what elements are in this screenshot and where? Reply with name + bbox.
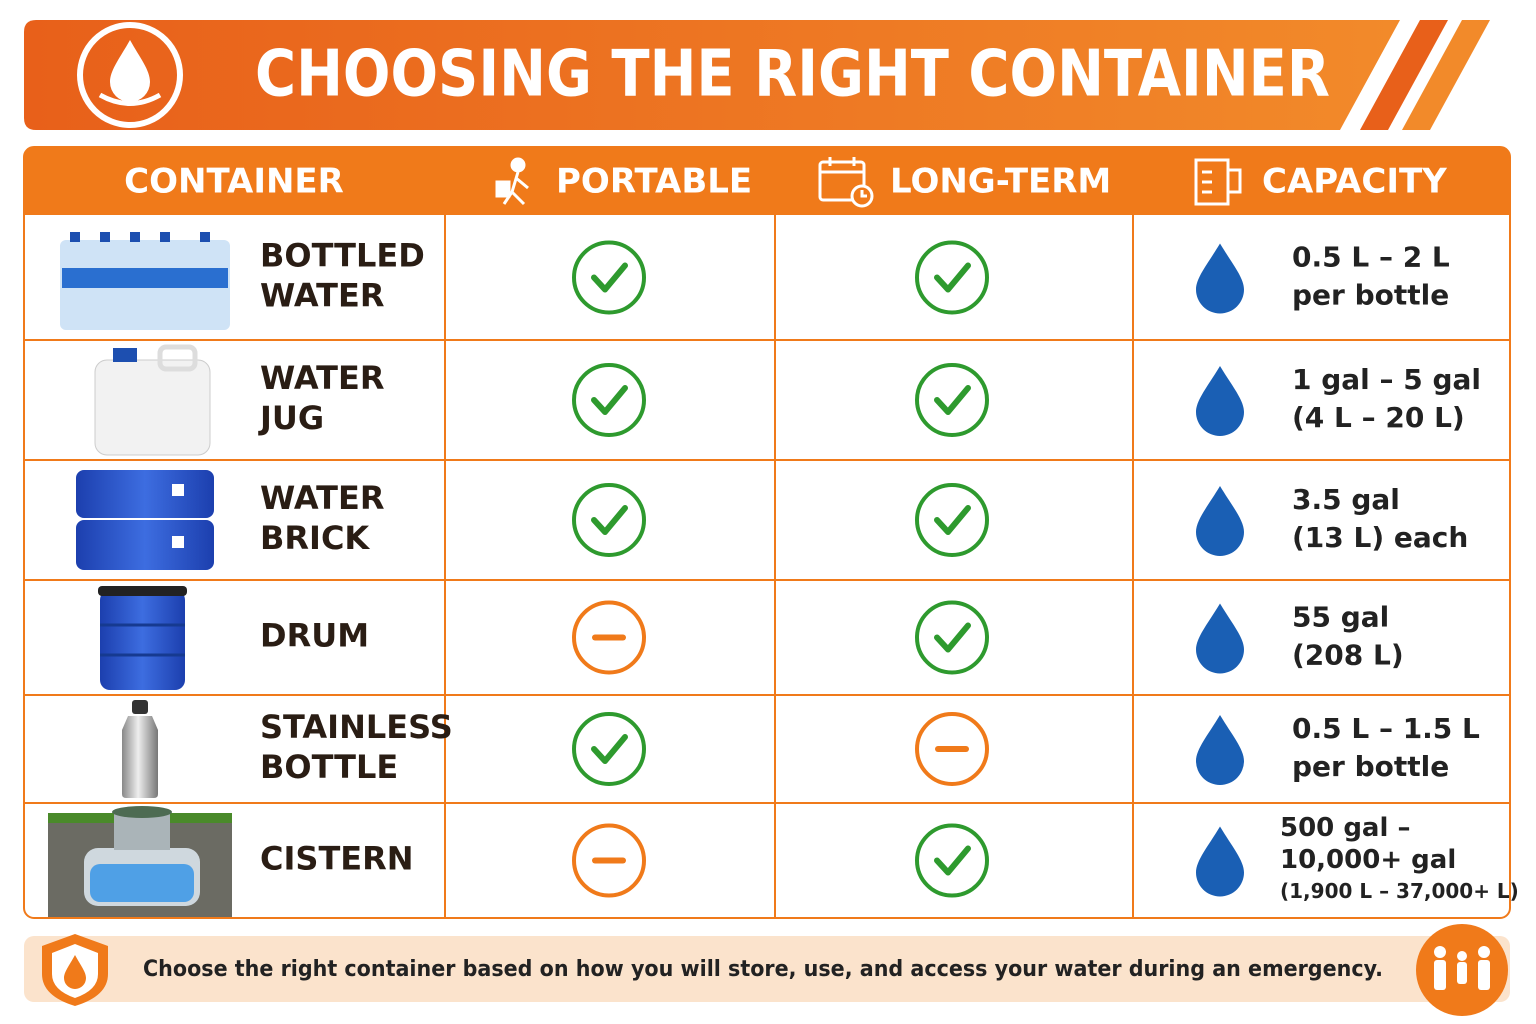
check (591, 505, 628, 535)
check-icon (915, 600, 989, 675)
status-circle (572, 483, 646, 557)
drop-icon (1196, 243, 1244, 314)
capacity-text: per bottle (1292, 750, 1449, 783)
column-header: LONG-TERM (890, 162, 1111, 202)
check (591, 734, 628, 764)
check (934, 385, 971, 415)
container-name: BOTTLED (260, 237, 425, 275)
column-header: CAPACITY (1262, 162, 1447, 202)
check (934, 262, 971, 293)
status-circle (915, 600, 989, 675)
check (934, 505, 971, 535)
table-content: CONTAINER PORTABLE LONG-TERM CAPACITY BOTTLE… (124, 162, 1519, 904)
container-name: DRUM (260, 617, 369, 655)
capacity-text: 10,000+ gal (1280, 845, 1456, 875)
title: CHOOSING THE RIGHT CONTAINER (255, 38, 1330, 112)
capacity-text: (4 L – 20 L) (1292, 401, 1465, 434)
check-icon (572, 712, 646, 786)
capacity-text: 0.5 L – 2 L (1292, 241, 1450, 274)
check (591, 385, 628, 415)
brick-picture (76, 470, 214, 570)
status-circle (572, 363, 646, 437)
dash-icon (572, 823, 646, 898)
column-header: CONTAINER (124, 162, 344, 202)
status-circle (572, 240, 646, 315)
check-icon (915, 240, 989, 315)
check-icon (572, 240, 646, 315)
container-name: STAINLESS (260, 708, 453, 746)
check-icon (915, 363, 989, 437)
status-circle (915, 823, 989, 898)
status-circle (915, 240, 989, 315)
container-name: WATER (260, 359, 384, 397)
stainless-picture (122, 700, 158, 798)
capacity-text: (1,900 L – 37,000+ L) (1280, 879, 1519, 903)
drop-icon (1196, 366, 1244, 436)
capacity-text: per bottle (1292, 279, 1449, 312)
jug-picture (94, 344, 211, 456)
table (23, 146, 1511, 919)
capacity-text: 55 gal (1292, 601, 1389, 634)
drop-icon (1196, 603, 1244, 674)
capacity-text: (13 L) each (1292, 521, 1468, 554)
dash-icon (915, 712, 989, 786)
container-name: WATER (260, 479, 384, 517)
drop-icon (1196, 715, 1244, 785)
cistern-picture (48, 806, 232, 917)
container-name: JUG (258, 399, 324, 437)
status-circle (915, 483, 989, 557)
check-icon (915, 823, 989, 898)
capacity-text: 0.5 L – 1.5 L (1292, 712, 1480, 745)
footer: Choose the right container based on how … (24, 924, 1510, 1016)
drop-icon (1196, 486, 1244, 556)
dash-icon (572, 600, 646, 675)
check-icon (572, 363, 646, 437)
check-icon (572, 483, 646, 557)
drop-icon (1196, 826, 1244, 897)
container-name: WATER (260, 277, 384, 315)
check (591, 262, 628, 293)
check-icon (915, 483, 989, 557)
container-name: BOTTLE (260, 748, 398, 786)
footer-text: Choose the right container based on how … (143, 957, 1383, 982)
check (934, 845, 971, 876)
capacity-text: 1 gal – 5 gal (1292, 363, 1481, 396)
bottles-picture (60, 232, 230, 330)
status-circle (572, 712, 646, 786)
container-name: BRICK (260, 519, 370, 557)
status-circle (915, 363, 989, 437)
column-header: PORTABLE (556, 162, 752, 202)
capacity-text: 3.5 gal (1292, 483, 1400, 516)
drum-picture (98, 586, 187, 690)
banner: CHOOSING THE RIGHT CONTAINER (24, 20, 1490, 130)
capacity-text: 500 gal – (1280, 813, 1410, 843)
container-name: CISTERN (260, 840, 414, 878)
check (934, 622, 971, 653)
capacity-text: (208 L) (1292, 639, 1404, 672)
